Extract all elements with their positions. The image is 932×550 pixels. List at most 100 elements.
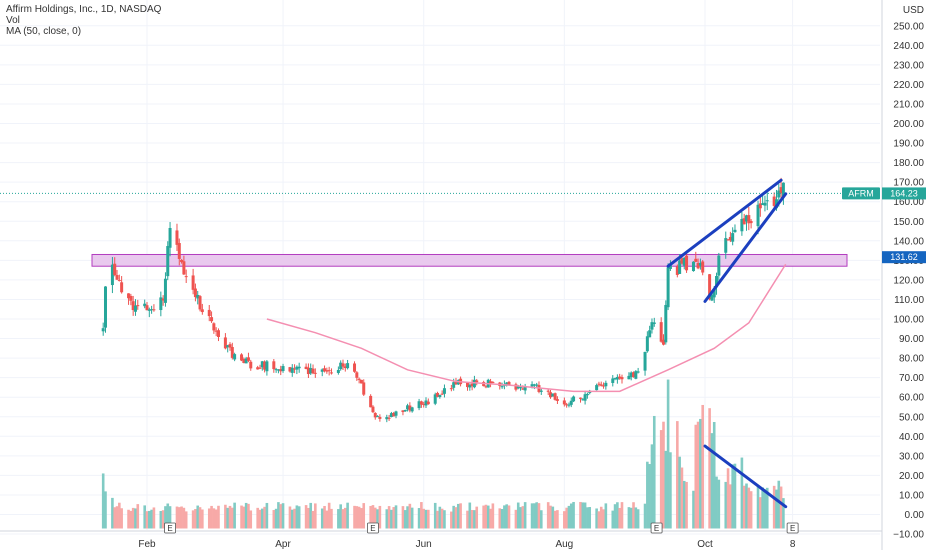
candle: [643, 351, 647, 376]
candle-body: [468, 384, 472, 388]
candle-body: [696, 263, 700, 269]
y-tick-label: 30.00: [899, 451, 924, 462]
candle-body: [196, 294, 200, 299]
candle-body: [136, 305, 140, 307]
candle: [632, 371, 636, 378]
candle: [216, 328, 220, 342]
earnings-marker: E: [367, 522, 379, 534]
candle-body: [701, 261, 705, 273]
volume-bar: [676, 421, 679, 529]
candle-body: [777, 190, 781, 198]
volume-bar: [327, 502, 331, 529]
candle: [207, 304, 211, 322]
last-price-tag-bg: [882, 187, 926, 200]
volume-bar: [452, 505, 455, 529]
candle: [562, 397, 566, 407]
volume-bar: [696, 421, 700, 529]
candle: [410, 406, 414, 413]
candle-body: [632, 372, 636, 378]
candle-body: [353, 363, 357, 372]
candle: [212, 322, 216, 334]
candle: [484, 385, 488, 389]
candle-body: [288, 367, 292, 372]
volume-bar: [198, 507, 202, 529]
candle: [329, 368, 333, 375]
volume-bar: [281, 503, 285, 529]
y-tick-label: 80.00: [899, 354, 924, 365]
volume-bar: [579, 501, 582, 529]
candle-body: [163, 278, 167, 303]
candle-body: [230, 347, 234, 358]
y-tick-label: 200.00: [893, 119, 924, 130]
candle-body: [256, 367, 260, 370]
y-tick-label: 240.00: [893, 41, 924, 52]
candle-body: [180, 259, 184, 263]
earnings-box: [650, 522, 663, 534]
volume-bar: [666, 379, 670, 529]
volume-bar: [489, 508, 492, 529]
candle-body: [572, 396, 576, 402]
volume-bar: [394, 505, 398, 529]
volume-bar: [422, 508, 425, 529]
volume-bar: [297, 506, 301, 529]
candle: [214, 327, 218, 337]
volume-bar: [161, 510, 165, 529]
candle: [424, 397, 428, 409]
volume-bar: [148, 510, 151, 529]
candle-body: [758, 203, 762, 209]
candle: [346, 359, 350, 370]
volume-bar: [401, 506, 405, 529]
candle-body: [249, 361, 253, 369]
candle-body: [184, 276, 188, 278]
candle-body: [664, 304, 668, 343]
candle-body: [313, 372, 317, 374]
volume-bar: [715, 476, 718, 529]
candle-body: [306, 367, 310, 375]
candle-body: [263, 361, 267, 370]
candle: [293, 364, 297, 374]
candle: [440, 390, 444, 395]
candle: [163, 272, 167, 307]
volume-bar: [629, 507, 633, 529]
candle-body: [514, 384, 518, 390]
volume-bar: [369, 505, 372, 529]
candle-body: [678, 260, 682, 274]
volume-bar: [180, 506, 183, 529]
volume-bar: [224, 504, 227, 529]
candle-body: [115, 275, 119, 280]
candle: [180, 259, 184, 264]
volume-bar: [143, 505, 146, 529]
candle: [645, 331, 649, 353]
candle: [489, 378, 493, 388]
candle-body: [117, 280, 121, 282]
volume-bar: [201, 509, 204, 529]
candle-body: [426, 401, 430, 405]
candle-body: [143, 303, 147, 307]
candle: [475, 378, 479, 386]
volume-bar: [376, 509, 379, 529]
candle-body: [133, 305, 137, 312]
candle: [613, 377, 617, 381]
candle-body: [210, 317, 214, 322]
volume-bar: [279, 504, 283, 529]
candle-body: [419, 401, 423, 405]
candle: [419, 400, 423, 408]
volume-bar: [346, 502, 349, 529]
volume-bar: [212, 508, 216, 529]
earnings-box: [164, 522, 176, 534]
candle-body: [698, 262, 702, 266]
candle: [618, 373, 622, 380]
candle: [747, 206, 751, 231]
candle-body: [578, 397, 582, 399]
candle-body: [618, 376, 622, 379]
candle-body: [182, 261, 186, 275]
candle-body: [634, 371, 638, 379]
candle: [758, 194, 762, 217]
candle: [449, 384, 453, 392]
candle-body: [597, 383, 601, 385]
x-tick-label: 8: [790, 539, 796, 550]
candle-body: [200, 309, 204, 313]
candle: [629, 371, 633, 381]
candle: [115, 269, 119, 280]
